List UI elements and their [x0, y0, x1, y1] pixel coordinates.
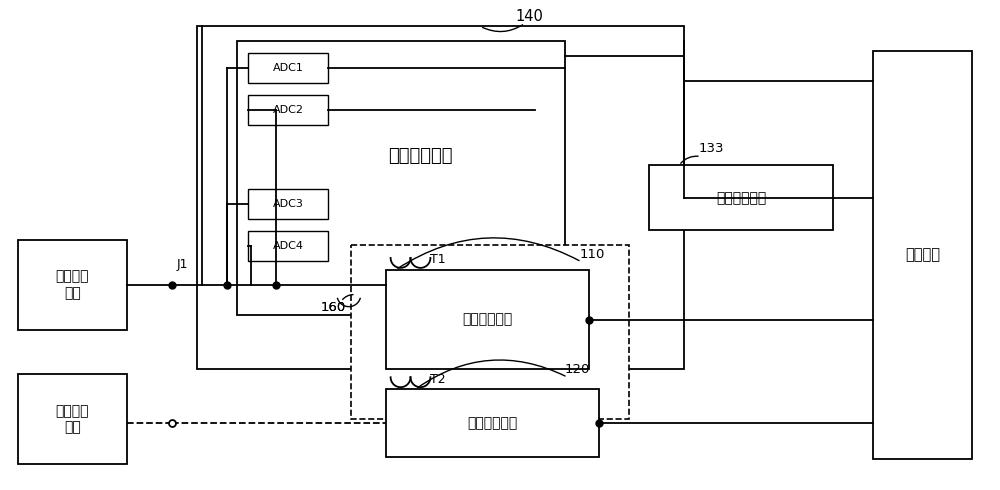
Text: 充电管理模块: 充电管理模块	[388, 147, 453, 165]
Text: ADC1: ADC1	[273, 63, 304, 73]
Bar	[649, 166, 833, 230]
Text: 133: 133	[699, 142, 724, 155]
Bar	[873, 51, 972, 459]
Bar	[237, 41, 565, 315]
Bar	[386, 389, 599, 457]
Bar	[248, 95, 328, 124]
Bar	[351, 245, 629, 419]
Text: 110: 110	[580, 248, 605, 262]
Text: 160: 160	[321, 301, 346, 314]
Bar	[386, 270, 589, 369]
Bar	[18, 374, 127, 464]
Text: 120: 120	[565, 363, 590, 376]
Text: 第一充电
设备: 第一充电 设备	[56, 270, 89, 300]
Bar	[248, 189, 328, 219]
Text: J1: J1	[177, 258, 188, 271]
Text: 电池检测单元: 电池检测单元	[716, 191, 766, 205]
Text: 第一充电单元: 第一充电单元	[462, 313, 513, 326]
Text: ADC2: ADC2	[273, 105, 304, 115]
Text: T1: T1	[430, 253, 446, 267]
Bar	[248, 53, 328, 83]
Bar	[197, 26, 684, 369]
Text: 160: 160	[321, 301, 346, 314]
Text: ADC3: ADC3	[273, 199, 304, 209]
Text: 第二充电单元: 第二充电单元	[467, 416, 518, 430]
Text: 140: 140	[516, 9, 544, 24]
Bar	[18, 240, 127, 329]
Text: 第二充电
设备: 第二充电 设备	[56, 404, 89, 434]
Text: 电池单元: 电池单元	[905, 247, 940, 263]
Bar	[248, 231, 328, 261]
Text: ADC4: ADC4	[273, 241, 304, 251]
Text: T2: T2	[430, 373, 446, 386]
